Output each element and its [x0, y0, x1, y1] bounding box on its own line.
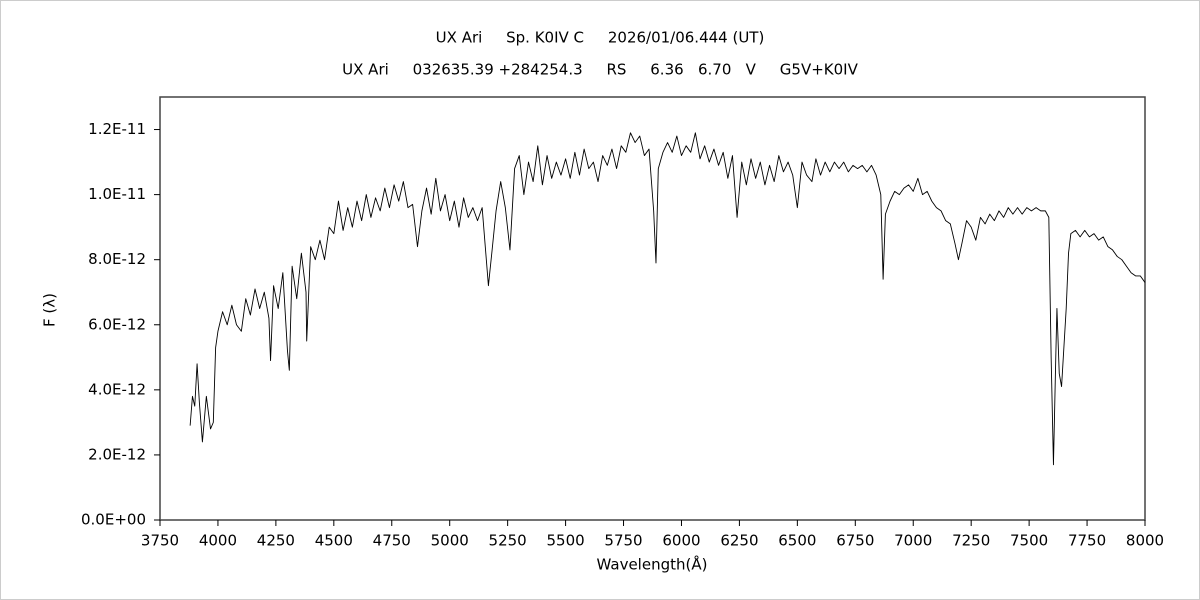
spectrum-line: [189, 132, 1146, 466]
x-tick-label: 6500: [778, 532, 816, 550]
x-tick-label: 6000: [662, 532, 700, 550]
y-tick-label: 0.0E+00: [81, 511, 146, 529]
x-tick-label: 4500: [315, 532, 353, 550]
chart-title: UX Ari Sp. K0IV C 2026/01/06.444 (UT): [436, 29, 765, 47]
x-tick-label: 3750: [141, 532, 179, 550]
y-tick-label: 1.2E-11: [88, 120, 146, 138]
x-tick-label: 6750: [836, 532, 874, 550]
x-tick-label: 4250: [257, 532, 295, 550]
x-tick-label: 5750: [604, 532, 642, 550]
plot-area: [159, 96, 1146, 521]
x-tick-label: 5000: [431, 532, 469, 550]
x-tick-label: 4000: [199, 532, 237, 550]
y-tick-label: 2.0E-12: [88, 445, 146, 463]
y-tick-label: 6.0E-12: [88, 315, 146, 333]
y-tick-label: 1.0E-11: [88, 185, 146, 203]
x-tick-label: 5500: [546, 532, 584, 550]
x-tick-label: 7750: [1068, 532, 1106, 550]
y-axis-label: F (λ): [41, 293, 59, 327]
x-tick-label: 6250: [720, 532, 758, 550]
x-tick-label: 8000: [1126, 532, 1164, 550]
chart-subtitle: UX Ari 032635.39 +284254.3 RS 6.36 6.70 …: [342, 61, 858, 79]
y-tick-label: 4.0E-12: [88, 380, 146, 398]
x-tick-label: 7500: [1010, 532, 1048, 550]
x-axis-label: Wavelength(Å): [597, 555, 708, 574]
x-tick-label: 7000: [894, 532, 932, 550]
x-tick-label: 7250: [952, 532, 990, 550]
y-tick-label: 8.0E-12: [88, 250, 146, 268]
x-tick-label: 4750: [373, 532, 411, 550]
x-tick-label: 5250: [489, 532, 527, 550]
